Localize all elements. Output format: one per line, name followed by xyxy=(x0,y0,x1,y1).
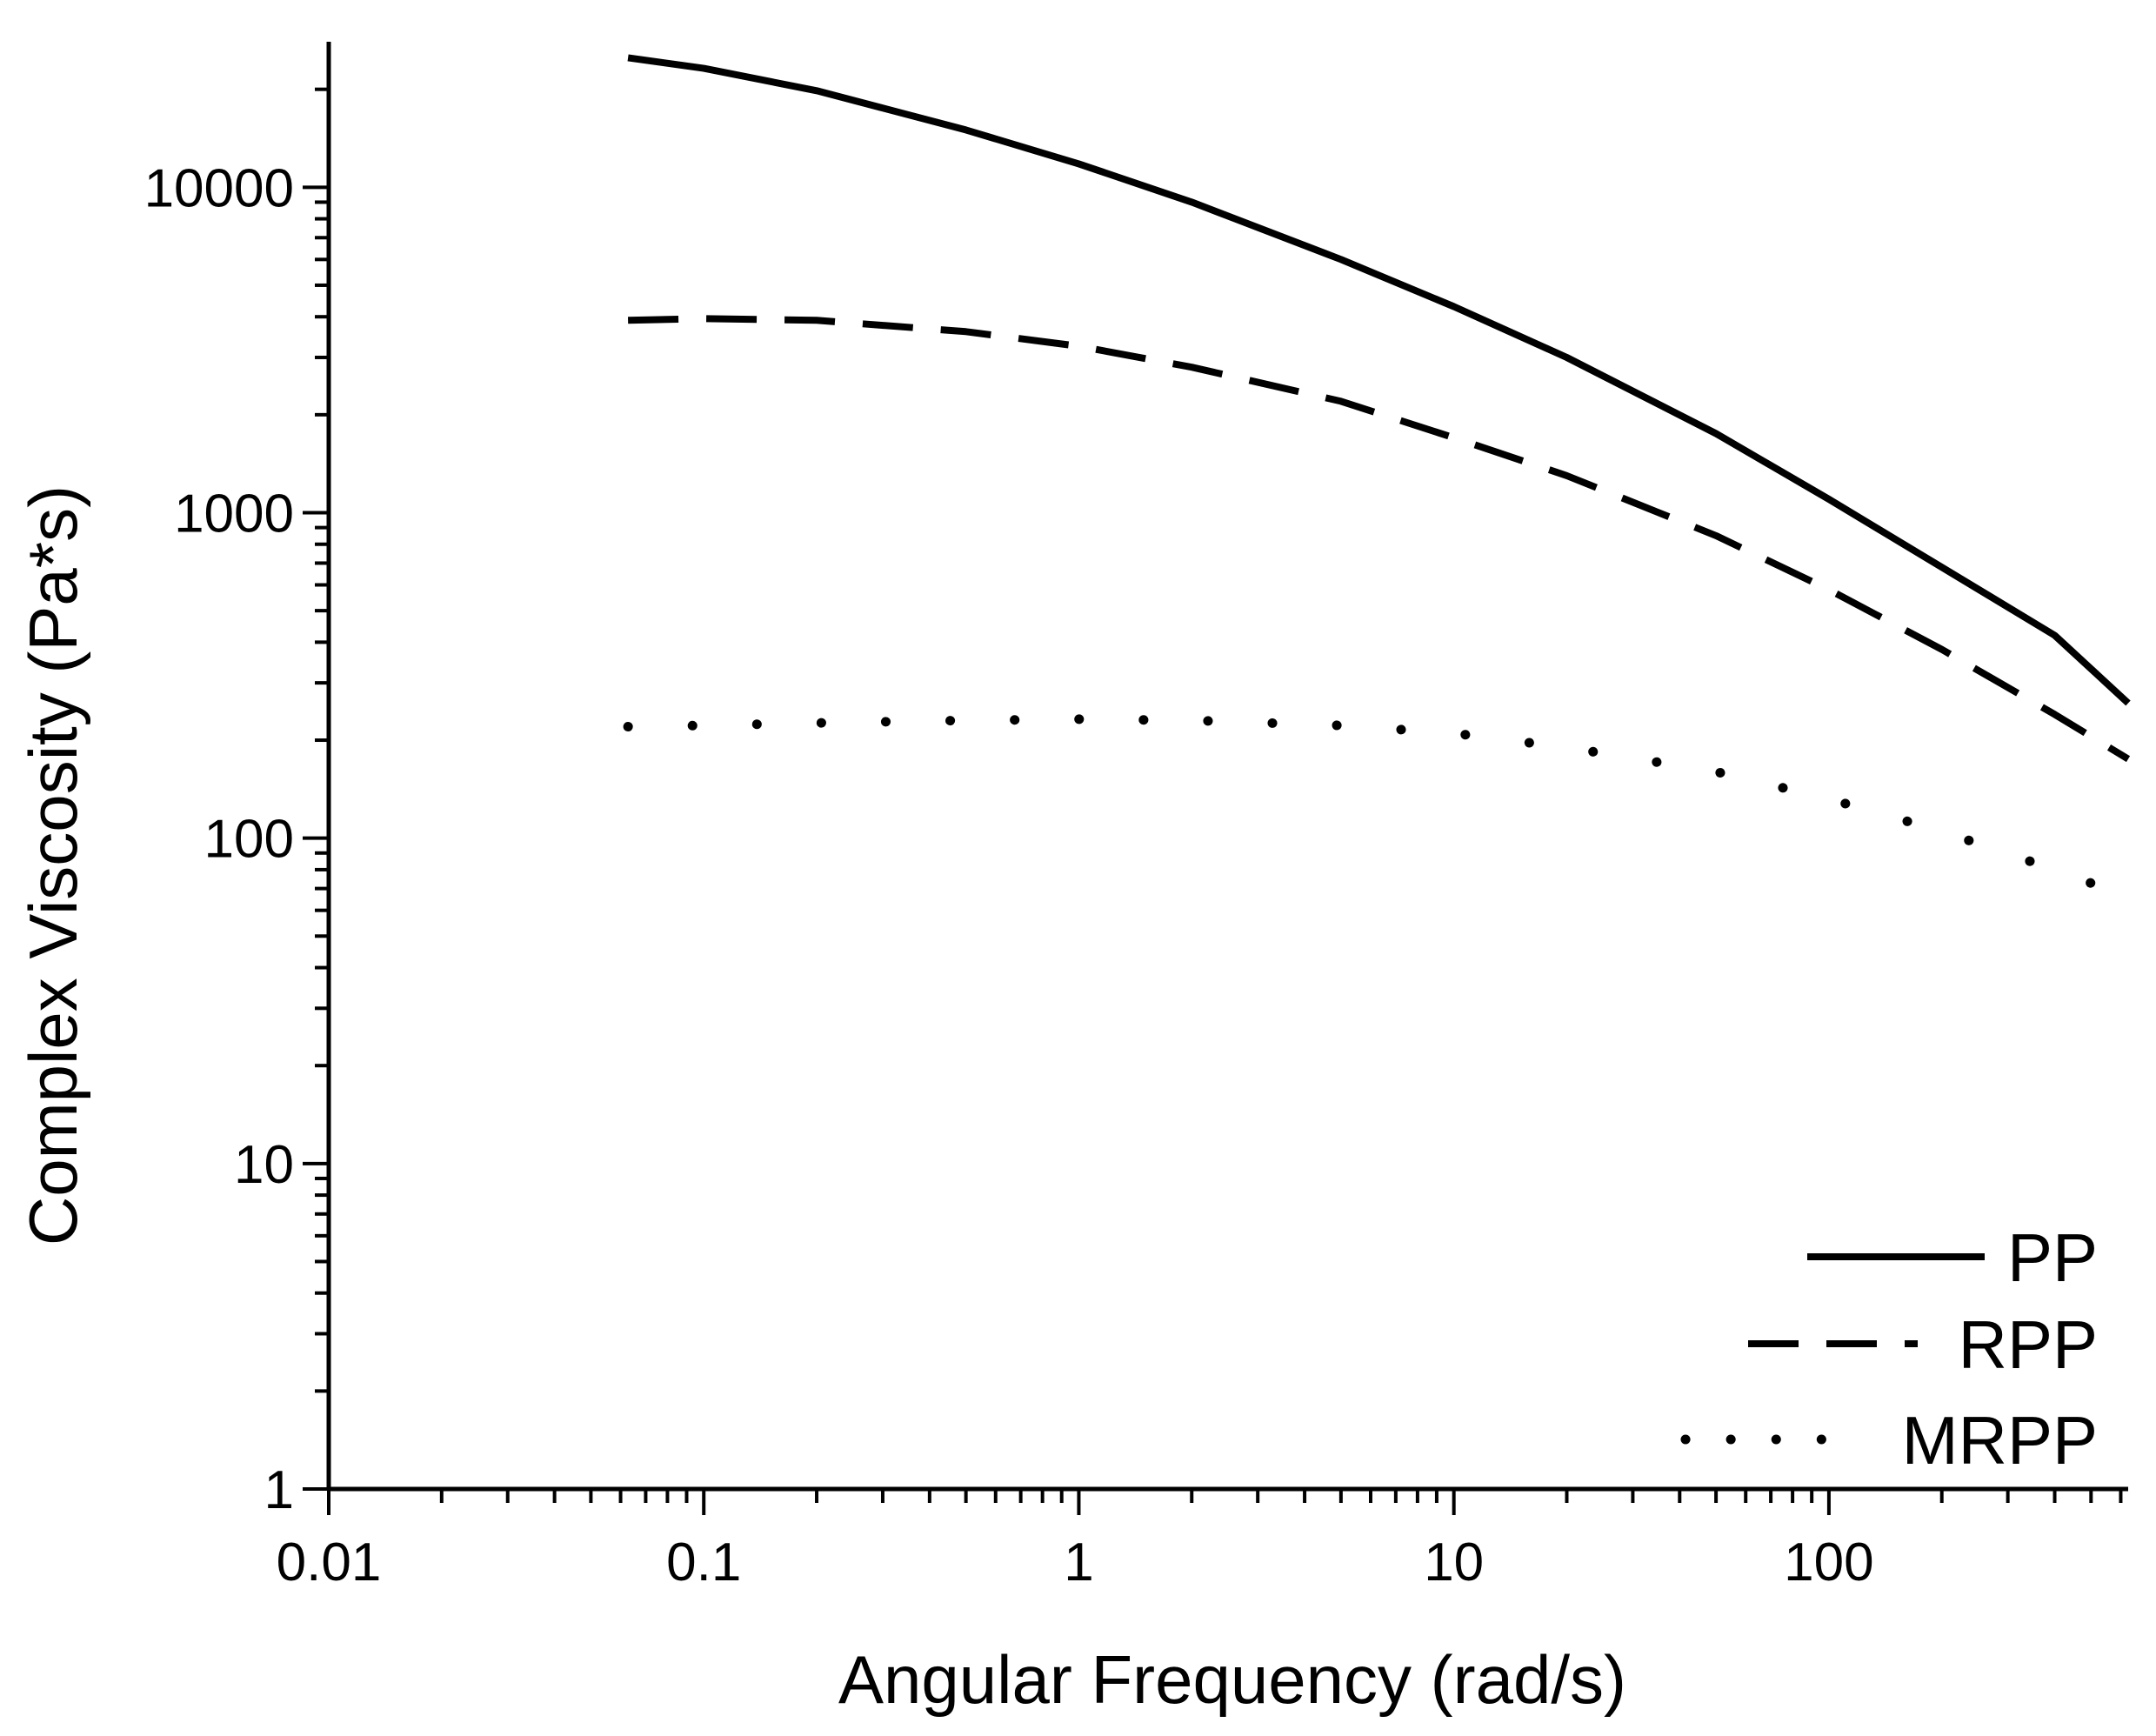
x-tick-label: 100 xyxy=(1784,1532,1873,1592)
series-line-rpp xyxy=(628,315,2131,763)
series-layer xyxy=(623,54,2133,902)
y-tick-label: 1 xyxy=(264,1460,294,1520)
legend: PP RPP MRPP xyxy=(1680,1219,2098,1479)
x-axis-label: Angular Frequency (rad/s) xyxy=(838,1641,1626,1718)
y-axis-label: Complex Viscosity (Pa*s) xyxy=(15,485,91,1245)
legend-label-mrpp: MRPP xyxy=(1902,1402,2098,1479)
series-line-mrpp xyxy=(623,714,2133,902)
x-tick-label: 1 xyxy=(1064,1532,1093,1592)
x-tick-label: 0.1 xyxy=(666,1532,741,1592)
legend-label-pp: PP xyxy=(2007,1219,2098,1296)
y-tick-label: 1000 xyxy=(174,484,294,544)
y-tick-label: 100 xyxy=(204,810,294,870)
series-line-pp xyxy=(627,54,2131,706)
axes-layer xyxy=(326,42,2128,1492)
legend-label-rpp: RPP xyxy=(1959,1306,2098,1383)
y-ticks: 1 10 100 1000 10000 xyxy=(144,87,329,1520)
x-tick-label: 0.01 xyxy=(277,1532,382,1592)
x-tick-label: 10 xyxy=(1424,1532,1484,1592)
y-tick-label: 10 xyxy=(234,1135,294,1195)
y-tick-label: 10000 xyxy=(144,158,294,218)
x-ticks: 0.01 0.1 1 10 100 xyxy=(277,1489,2123,1592)
